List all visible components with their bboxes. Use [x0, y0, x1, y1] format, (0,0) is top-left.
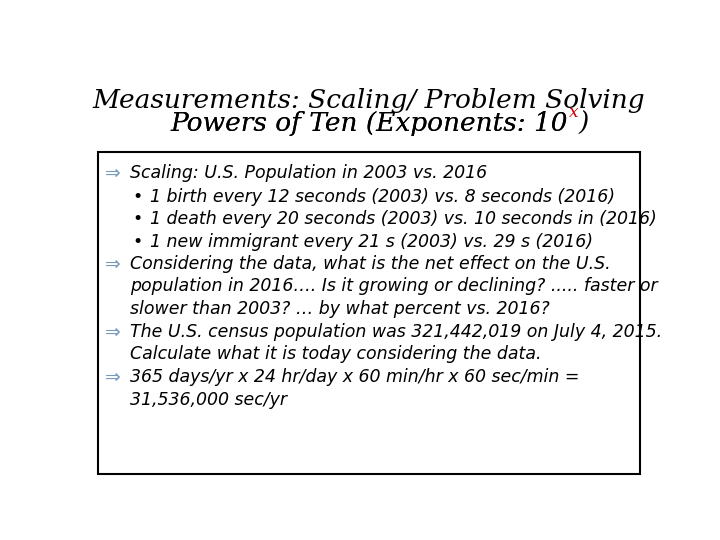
Text: Powers of Ten (Exponents: 10: Powers of Ten (Exponents: 10 — [170, 111, 568, 136]
Text: The U.S. census population was 321,442,019 on July 4, 2015.
Calculate what it is: The U.S. census population was 321,442,0… — [130, 322, 662, 363]
Text: •: • — [132, 211, 143, 228]
FancyBboxPatch shape — [99, 152, 639, 474]
Text: x: x — [569, 104, 578, 121]
Text: ⇒: ⇒ — [104, 255, 120, 274]
Text: Considering the data, what is the net effect on the U.S.
population in 2016…. Is: Considering the data, what is the net ef… — [130, 255, 658, 318]
Text: 1 birth every 12 seconds (2003) vs. 8 seconds (2016): 1 birth every 12 seconds (2003) vs. 8 se… — [150, 188, 615, 206]
Text: •: • — [132, 188, 143, 206]
Text: Measurements: Scaling/ Problem Solving: Measurements: Scaling/ Problem Solving — [93, 87, 645, 113]
Text: Scaling: U.S. Population in 2003 vs. 2016: Scaling: U.S. Population in 2003 vs. 201… — [130, 164, 487, 182]
Text: ): ) — [578, 111, 589, 136]
Text: 1 death every 20 seconds (2003) vs. 10 seconds in (2016): 1 death every 20 seconds (2003) vs. 10 s… — [150, 211, 657, 228]
Text: ⇒: ⇒ — [104, 322, 120, 342]
Text: ⇒: ⇒ — [104, 164, 120, 183]
Text: 1 new immigrant every 21 s (2003) vs. 29 s (2016): 1 new immigrant every 21 s (2003) vs. 29… — [150, 233, 593, 251]
Text: ⇒: ⇒ — [104, 368, 120, 387]
Text: 365 days/yr x 24 hr/day x 60 min/hr x 60 sec/min =
31,536,000 sec/yr: 365 days/yr x 24 hr/day x 60 min/hr x 60… — [130, 368, 580, 409]
Text: Powers of Ten (Exponents: 10: Powers of Ten (Exponents: 10 — [170, 111, 568, 136]
Text: •: • — [132, 233, 143, 251]
